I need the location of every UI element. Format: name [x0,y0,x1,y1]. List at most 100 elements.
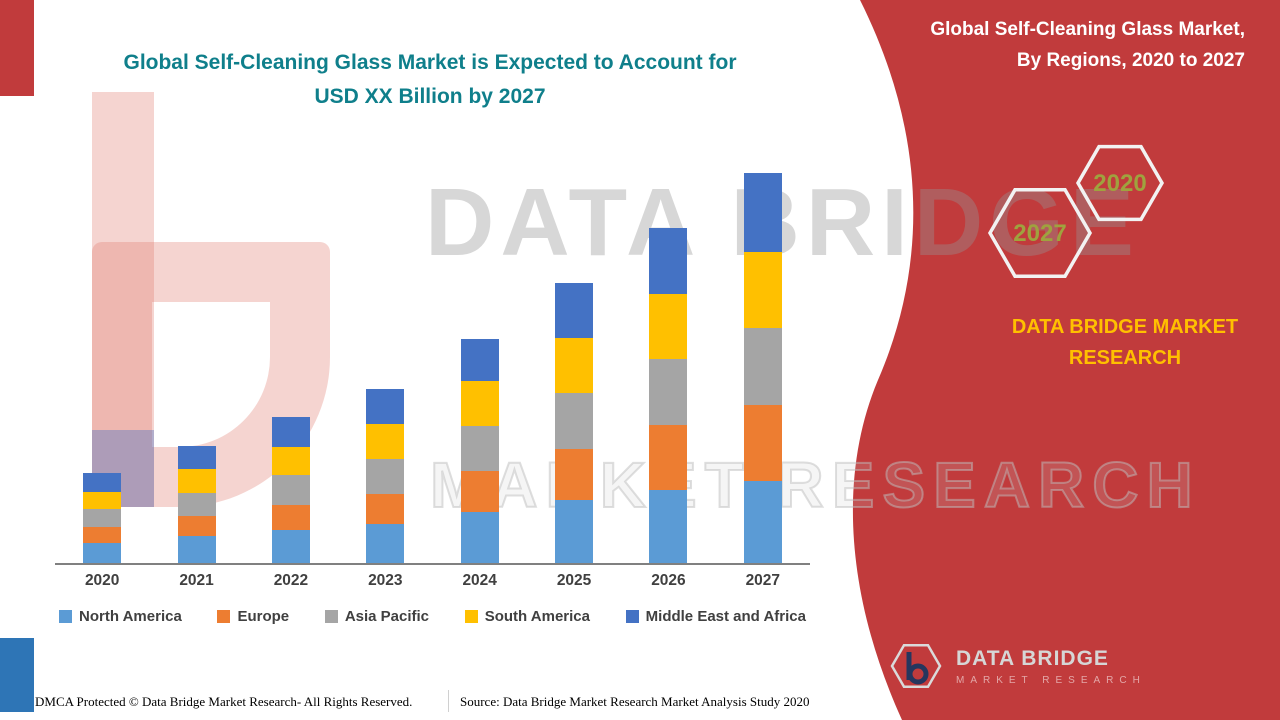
bar-stack-2020 [83,473,122,563]
legend-label: Asia Pacific [344,608,430,625]
bar-segment-asia-pacific [555,392,594,449]
legend-item-north-america: North America [59,608,182,625]
bar-segment-europe [743,404,782,482]
bar-segment-south-america [271,446,310,476]
bar-segment-asia-pacific [83,508,122,528]
legend-swatch [464,610,478,623]
footer-logo-name: DATA BRIDGE [956,646,1109,670]
legend-swatch [59,610,72,623]
bar-segment-middle-east-and-africa [366,388,405,425]
panel-title-line2: By Regions, 2020 to 2027 [1016,50,1245,72]
hexagon-2020 [1075,144,1165,222]
bar-stack-2023 [366,388,405,563]
bar-segment-middle-east-and-africa [177,445,216,470]
legend-label: North America [79,608,182,625]
legend-swatch [324,610,338,623]
legend-item-south-america: South America [464,608,590,625]
top-left-red-block [0,0,34,96]
bar-segment-middle-east-and-africa [649,228,688,294]
bar-segment-asia-pacific [366,458,405,494]
footer-logo-subtitle: MARKET RESEARCH [956,674,1146,686]
legend-item-middle-east-and-africa: Middle East and Africa [625,608,806,625]
x-tick-label-2026: 2026 [651,572,686,589]
legend-label: South America [484,608,590,625]
bar-column-2023 [338,163,432,563]
brand-name-line1: DATA BRIDGE MARKET [1011,316,1239,338]
bar-segment-europe [83,527,122,543]
panel-title-line1: Global Self-Cleaning Glass Market, [930,19,1245,40]
bar-segment-middle-east-and-africa [460,338,499,382]
bar-segment-north-america [555,499,594,563]
bar-segment-middle-east-and-africa [743,173,782,252]
bar-segment-asia-pacific [743,328,782,405]
bar-segment-europe [177,516,216,537]
chart-title-line1: Global Self-Cleaning Glass Market is Exp… [123,51,737,74]
bar-segment-europe [555,448,594,500]
bar-column-2020 [55,163,149,563]
legend-label: Middle East and Africa [645,608,806,625]
bar-column-2025 [527,163,621,563]
bar-segment-south-america [366,424,405,459]
bar-segment-north-america [271,530,310,563]
x-tick-label-2027: 2027 [745,572,781,589]
bar-segment-south-america [83,491,122,509]
legend-item-europe: Europe [217,608,289,625]
bar-segment-middle-east-and-africa [83,473,122,492]
chart-title-line2: USD XX Billion by 2027 [314,84,546,108]
data-bridge-logo-icon [890,643,942,689]
bar-segment-north-america [743,481,782,563]
bar-segment-south-america [743,251,782,329]
legend-label: Europe [237,608,290,625]
bottom-left-blue-block [0,638,34,712]
bar-segment-europe [271,504,310,531]
x-tick-label-2023: 2023 [368,572,403,589]
bar-segment-asia-pacific [271,475,310,505]
bar-segment-north-america [366,524,405,563]
bar-segment-asia-pacific [460,426,499,472]
bar-segment-south-america [460,381,499,427]
legend-item-asia-pacific: Asia Pacific [324,608,430,625]
bar-segment-middle-east-and-africa [555,282,594,338]
legend-swatch [217,610,231,623]
bar-segment-north-america [649,489,688,563]
bar-segment-south-america [649,293,688,360]
bar-segment-asia-pacific [649,359,688,426]
footer-source: Source: Data Bridge Market Research Mark… [460,694,810,709]
bar-segment-north-america [460,512,499,563]
bar-stack-2027 [743,173,782,563]
x-tick-label-2025: 2025 [556,572,592,589]
bar-stack-2024 [460,338,499,563]
x-tick-label-2024: 2024 [462,572,497,589]
bar-stack-2022 [271,417,310,563]
bar-chart: 2020 2021 2022 2023 2024 2025 2026 2027 North A… [55,163,810,625]
bar-stack-2021 [177,445,216,563]
bar-segment-asia-pacific [177,492,216,517]
bar-segment-north-america [83,542,122,563]
bar-segment-europe [366,493,405,525]
bar-column-2022 [244,163,338,563]
x-tick-label-2021: 2021 [179,572,214,589]
hexagon-2027 [987,187,1093,279]
bar-segment-europe [649,425,688,490]
legend: North America Europe Asia Pacific South Ame… [55,608,810,625]
bar-segment-south-america [555,337,594,393]
bar-stack-2025 [555,282,594,563]
year-badges: 2027 2020 [987,144,1165,279]
bar-group [55,163,810,563]
badge-2027-label: 2027 [1013,220,1066,247]
footer-logo-text: DATA BRIDGE MARKET RESEARCH [956,647,1146,686]
bar-segment-middle-east-and-africa [271,417,310,447]
bar-segment-north-america [177,536,216,563]
chart-title: Global Self-Cleaning Glass Market is Exp… [95,46,765,113]
footer-divider [448,690,449,712]
x-tick-label-2020: 2020 [84,572,120,589]
bar-segment-south-america [177,469,216,493]
badge-2020-label: 2020 [1093,170,1146,197]
x-tick-label-2022: 2022 [273,572,309,589]
brand-name: DATA BRIDGE MARKET RESEARCH [1000,312,1250,374]
bar-column-2026 [621,163,715,563]
bar-column-2027 [716,163,810,563]
bar-segment-europe [460,471,499,512]
